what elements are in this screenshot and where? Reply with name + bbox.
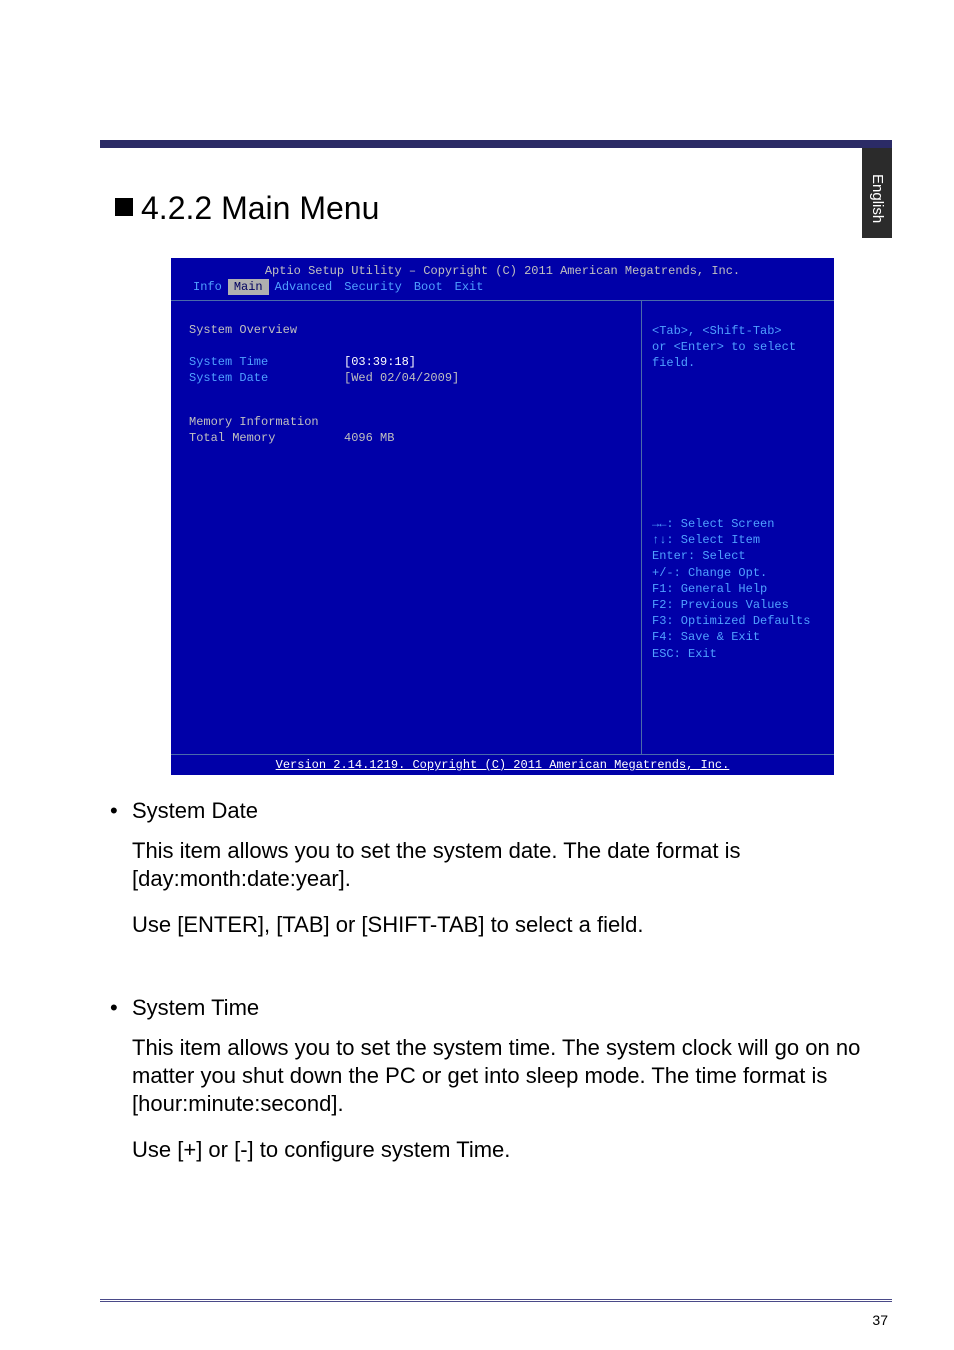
bios-key-defaults: F3: Optimized Defaults [652, 613, 824, 629]
bios-key-enter: Enter: Select [652, 548, 824, 564]
para-date-keys: Use [ENTER], [TAB] or [SHIFT-TAB] to sel… [132, 911, 892, 939]
bios-key-help: F1: General Help [652, 581, 824, 597]
bios-tab-advanced[interactable]: Advanced [269, 279, 339, 295]
bios-overview-header: System Overview [189, 323, 623, 337]
bullet-system-date-label: System Date [132, 798, 258, 823]
bullet-system-time-label: System Time [132, 995, 259, 1020]
section-heading: 4.2.2 Main Menu [115, 190, 379, 227]
bios-system-date-value[interactable]: [Wed 02/04/2009] [344, 371, 459, 385]
bios-key-prev: F2: Previous Values [652, 597, 824, 613]
para-time-keys: Use [+] or [-] to configure system Time. [132, 1136, 892, 1164]
bios-total-memory-label: Total Memory [189, 431, 344, 445]
page-number: 37 [872, 1312, 888, 1328]
section-title-text: 4.2.2 Main Menu [141, 190, 379, 226]
bios-key-esc: ESC: Exit [652, 646, 824, 662]
bios-hint-line3: field. [652, 355, 824, 371]
bios-hint-line2: or <Enter> to select [652, 339, 824, 355]
page-content: •System Date This item allows you to set… [100, 797, 892, 1182]
bios-key-item: ↑↓: Select Item [652, 532, 824, 548]
bullet-dot-icon: • [110, 797, 132, 825]
bios-key-screen: →←: Select Screen [652, 516, 824, 532]
footer-divider [100, 1299, 892, 1302]
bios-system-date-label[interactable]: System Date [189, 371, 344, 385]
bios-tab-boot[interactable]: Boot [408, 279, 449, 295]
header-divider [100, 140, 892, 148]
language-tab: English [862, 148, 892, 238]
bios-left-pane: System Overview System Time [03:39:18] S… [171, 301, 642, 754]
bios-title-bar: Aptio Setup Utility – Copyright (C) 2011… [171, 258, 834, 280]
bios-body: System Overview System Time [03:39:18] S… [171, 300, 834, 754]
bullet-dot-icon: • [110, 994, 132, 1022]
bios-key-save: F4: Save & Exit [652, 629, 824, 645]
bios-tab-main[interactable]: Main [228, 279, 269, 295]
bios-right-pane: <Tab>, <Shift-Tab> or <Enter> to select … [642, 301, 834, 754]
bios-key-change: +/-: Change Opt. [652, 565, 824, 581]
square-bullet-icon [115, 198, 133, 216]
bios-memory-header: Memory Information [189, 415, 623, 429]
bios-total-memory-value: 4096 MB [344, 431, 394, 445]
para-time-desc: This item allows you to set the system t… [132, 1034, 892, 1118]
bios-footer: Version 2.14.1219. Copyright (C) 2011 Am… [171, 754, 834, 774]
bios-key-legend: →←: Select Screen ↑↓: Select Item Enter:… [652, 516, 824, 662]
bios-field-hint: <Tab>, <Shift-Tab> or <Enter> to select … [652, 323, 824, 372]
bios-system-time-label[interactable]: System Time [189, 355, 344, 369]
bullet-system-time: •System Time [100, 994, 892, 1022]
bullet-system-date: •System Date [100, 797, 892, 825]
para-date-desc: This item allows you to set the system d… [132, 837, 892, 893]
bios-tab-exit[interactable]: Exit [449, 279, 490, 295]
bios-screenshot: Aptio Setup Utility – Copyright (C) 2011… [171, 258, 834, 775]
bios-hint-line1: <Tab>, <Shift-Tab> [652, 323, 824, 339]
bios-system-time-value[interactable]: [03:39:18] [344, 355, 416, 369]
bios-tab-security[interactable]: Security [338, 279, 408, 295]
bios-tab-info[interactable]: Info [187, 279, 228, 295]
bios-tab-bar: InfoMainAdvancedSecurityBootExit [171, 280, 834, 300]
